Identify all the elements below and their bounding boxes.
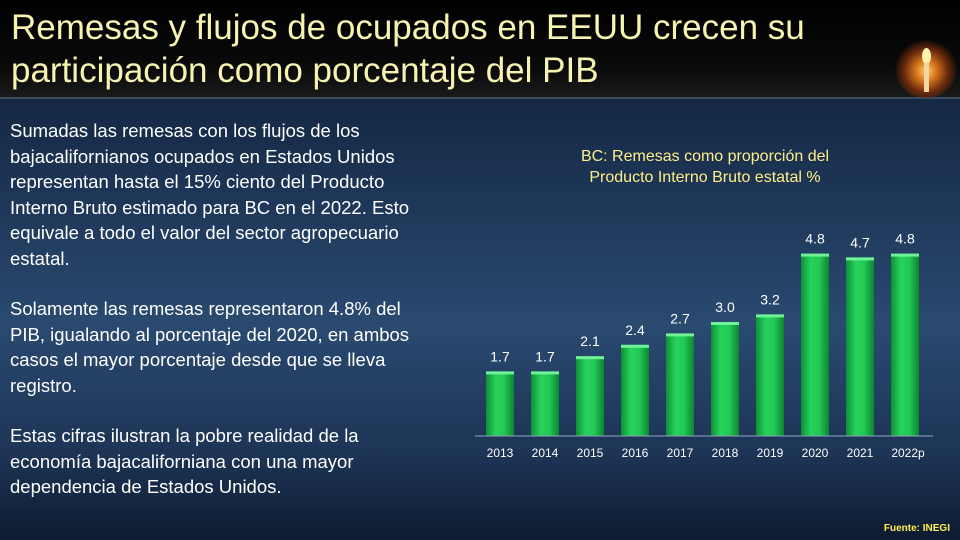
chart-title-line-2: Producto Interno Bruto estatal % (589, 169, 821, 186)
bar-top-highlight-2016 (621, 344, 649, 348)
bar-top-highlight-2021 (846, 257, 874, 261)
chart-title-line-1: BC: Remesas como proporción del (580, 148, 830, 165)
paragraph-1: Sumadas las remesas con los flujos de lo… (10, 120, 410, 269)
bar-top-highlight-2022p (891, 253, 919, 257)
data-label-2020: 4.8 (805, 231, 825, 247)
bar-chart: 1.7 2013 1.7 2014 2.1 2015 2.4 2016 2.7 2017 3.0 20… (475, 231, 933, 460)
bar-2019 (756, 314, 784, 436)
data-label-2016: 2.4 (625, 322, 645, 338)
source-note: Fuente: INEGI (883, 523, 950, 534)
x-tick-2020: 2020 (802, 446, 829, 460)
data-label-2022p: 4.8 (895, 231, 915, 247)
data-label-2019: 3.2 (760, 291, 780, 307)
x-tick-2015: 2015 (577, 446, 604, 460)
data-label-2015: 2.1 (580, 333, 600, 349)
data-label-2018: 3.0 (715, 299, 735, 315)
title-bar: Remesas y flujos de ocupados en EEUU cre… (0, 0, 960, 99)
bar-2021 (846, 257, 874, 436)
chart-title: BC: Remesas como proporción del Producto… (540, 146, 870, 188)
candle-stick (924, 62, 929, 92)
x-tick-2018: 2018 (712, 446, 739, 460)
candle-flame (922, 48, 931, 64)
x-tick-2014: 2014 (532, 446, 559, 460)
bar-2013 (486, 371, 514, 436)
bar-top-highlight-2014 (531, 371, 559, 375)
paragraph-3: Estas cifras ilustran la pobre realidad … (10, 425, 359, 497)
data-label-2017: 2.7 (670, 310, 690, 326)
x-tick-2013: 2013 (487, 446, 514, 460)
x-tick-2016: 2016 (622, 446, 649, 460)
bar-2022p (891, 253, 919, 436)
x-tick-2017: 2017 (667, 446, 694, 460)
bar-top-highlight-2020 (801, 253, 829, 257)
bar-top-highlight-2015 (576, 356, 604, 360)
bar-2017 (666, 333, 694, 436)
x-tick-2019: 2019 (757, 446, 784, 460)
data-label-2013: 1.7 (490, 348, 510, 364)
bar-2014 (531, 371, 559, 436)
body-text: Sumadas las remesas con los flujos de lo… (10, 118, 440, 525)
bar-top-highlight-2019 (756, 314, 784, 318)
bar-top-highlight-2013 (486, 371, 514, 375)
bar-2018 (711, 322, 739, 436)
candle-icon (895, 38, 957, 98)
x-tick-2022p: 2022p (891, 446, 925, 460)
bar-2016 (621, 344, 649, 436)
slide-title: Remesas y flujos de ocupados en EEUU cre… (11, 8, 805, 90)
bar-top-highlight-2018 (711, 322, 739, 325)
data-label-2014: 1.7 (535, 348, 555, 364)
data-label-2021: 4.7 (850, 234, 870, 250)
bar-top-highlight-2017 (666, 333, 694, 337)
x-tick-2021: 2021 (847, 446, 874, 460)
bar-2020 (801, 253, 829, 436)
paragraph-2: Solamente las remesas representaron 4.8%… (10, 298, 410, 396)
bar-2015 (576, 356, 604, 436)
